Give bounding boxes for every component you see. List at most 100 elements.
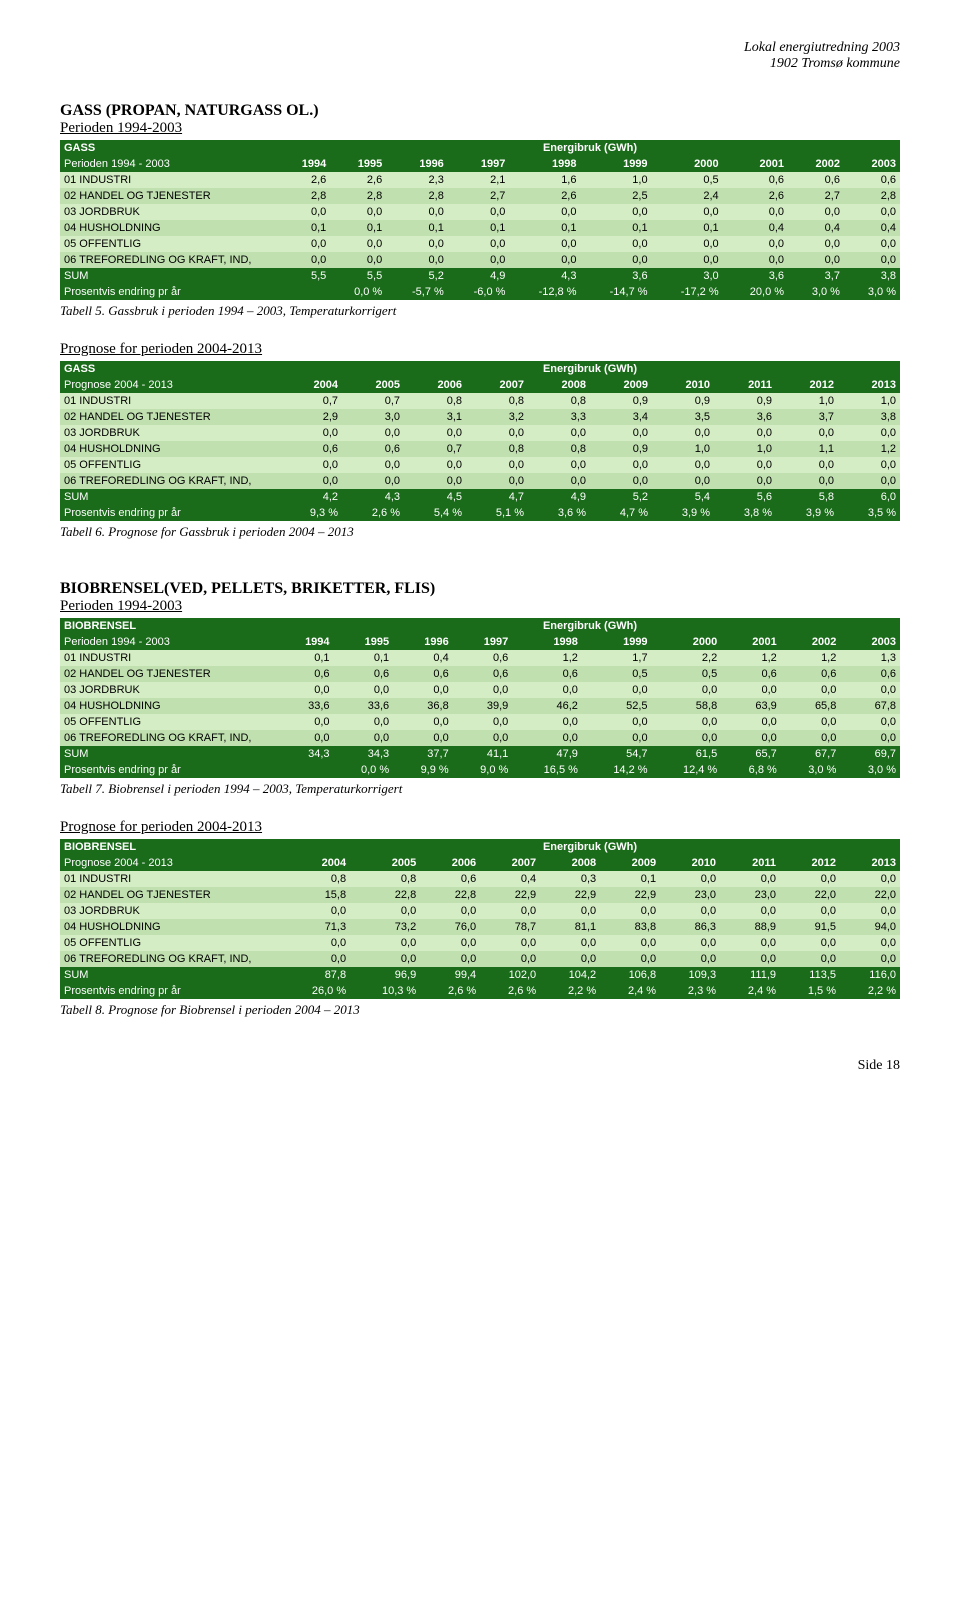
data-cell: 0,0: [509, 236, 580, 252]
data-cell: 0,0: [280, 951, 350, 967]
pct-cell: -6,0 %: [448, 284, 510, 300]
row-label: 05 OFFENTLIG: [60, 935, 280, 951]
data-cell: 0,0: [652, 204, 723, 220]
year-header: 2002: [781, 634, 841, 650]
data-cell: 52,5: [582, 698, 652, 714]
table-name-cell: GASS: [60, 140, 280, 156]
year-header: 1995: [330, 156, 386, 172]
pct-cell: 6,8 %: [721, 762, 781, 778]
data-cell: 0,5: [652, 666, 722, 682]
data-cell: 0,0: [334, 714, 394, 730]
data-cell: 0,0: [512, 682, 582, 698]
data-cell: 0,0: [512, 730, 582, 746]
year-header: 2006: [420, 855, 480, 871]
data-cell: 0,0: [600, 951, 660, 967]
data-cell: 86,3: [660, 919, 720, 935]
data-cell: 0,0: [448, 252, 510, 268]
year-header: 2012: [776, 377, 838, 393]
year-header: 2011: [720, 855, 780, 871]
data-cell: 15,8: [280, 887, 350, 903]
data-cell: 0,0: [280, 457, 342, 473]
pct-cell: 2,2 %: [540, 983, 600, 999]
pct-cell: 1,5 %: [780, 983, 840, 999]
year-header: 2013: [840, 855, 900, 871]
data-cell: 2,9: [280, 409, 342, 425]
row-label: 04 HUSHOLDNING: [60, 919, 280, 935]
row-label: 02 HANDEL OG TJENESTER: [60, 666, 280, 682]
sum-cell: 5,5: [330, 268, 386, 284]
data-cell: 0,0: [840, 682, 900, 698]
data-cell: 0,0: [453, 730, 513, 746]
data-cell: 58,8: [652, 698, 722, 714]
data-cell: 0,0: [720, 903, 780, 919]
data-cell: 0,9: [714, 393, 776, 409]
data-cell: 0,0: [776, 457, 838, 473]
sum-cell: 106,8: [600, 967, 660, 983]
data-cell: 0,0: [528, 425, 590, 441]
table-name-cell: GASS: [60, 361, 280, 377]
data-cell: 0,0: [714, 457, 776, 473]
table-name-cell: BIOBRENSEL: [60, 618, 280, 634]
data-cell: 0,0: [838, 457, 900, 473]
data-cell: 1,3: [840, 650, 900, 666]
sum-cell: 5,6: [714, 489, 776, 505]
data-cell: 0,0: [280, 473, 342, 489]
data-cell: 0,6: [453, 666, 513, 682]
data-cell: 0,0: [780, 935, 840, 951]
year-header: 2012: [780, 855, 840, 871]
sum-cell: 96,9: [350, 967, 420, 983]
data-cell: 0,0: [660, 935, 720, 951]
section-title-bio: BIOBRENSEL(VED, PELLETS, BRIKETTER, FLIS…: [60, 580, 900, 598]
data-cell: 0,0: [582, 714, 652, 730]
pct-cell: 3,9 %: [652, 505, 714, 521]
data-cell: 0,0: [840, 903, 900, 919]
row-label: 02 HANDEL OG TJENESTER: [60, 887, 280, 903]
header-line1: Lokal energiutredning 2003: [60, 40, 900, 56]
data-cell: 63,9: [721, 698, 781, 714]
year-header: 1997: [453, 634, 513, 650]
table-caption-7: Tabell 7. Biobrensel i perioden 1994 – 2…: [60, 781, 900, 797]
pct-cell: -12,8 %: [509, 284, 580, 300]
data-cell: 0,0: [480, 935, 540, 951]
data-cell: 0,0: [844, 204, 900, 220]
sum-cell: 65,7: [721, 746, 781, 762]
data-cell: 0,0: [660, 871, 720, 887]
data-cell: 0,0: [466, 425, 528, 441]
data-cell: 0,0: [350, 951, 420, 967]
data-cell: 0,6: [723, 172, 788, 188]
pct-cell: 5,4 %: [404, 505, 466, 521]
sum-cell: 3,8: [844, 268, 900, 284]
year-header: 2003: [844, 156, 900, 172]
data-cell: 0,0: [528, 457, 590, 473]
sum-cell: 5,5: [280, 268, 330, 284]
data-cell: 0,0: [723, 204, 788, 220]
data-cell: 0,0: [600, 935, 660, 951]
data-cell: 0,0: [652, 682, 722, 698]
data-cell: 3,5: [652, 409, 714, 425]
data-cell: 94,0: [840, 919, 900, 935]
data-cell: 0,0: [781, 730, 841, 746]
data-cell: 0,0: [840, 871, 900, 887]
data-cell: 0,0: [580, 204, 651, 220]
pct-cell: 2,6 %: [480, 983, 540, 999]
row-label: 03 JORDBRUK: [60, 903, 280, 919]
pct-cell: 9,9 %: [393, 762, 453, 778]
row-label: 02 HANDEL OG TJENESTER: [60, 409, 280, 425]
row-label: 04 HUSHOLDNING: [60, 698, 280, 714]
row-label: 02 HANDEL OG TJENESTER: [60, 188, 280, 204]
data-cell: 0,0: [660, 951, 720, 967]
data-cell: 0,0: [838, 473, 900, 489]
sum-label: SUM: [60, 746, 280, 762]
data-cell: 0,0: [420, 935, 480, 951]
data-cell: 0,0: [720, 951, 780, 967]
data-cell: 0,0: [721, 682, 781, 698]
data-cell: 0,0: [776, 425, 838, 441]
data-cell: 0,0: [393, 730, 453, 746]
sum-cell: 5,4: [652, 489, 714, 505]
data-cell: 0,0: [776, 473, 838, 489]
data-cell: 0,0: [540, 903, 600, 919]
year-header: 2007: [466, 377, 528, 393]
data-cell: 0,0: [350, 935, 420, 951]
pct-cell: 3,9 %: [776, 505, 838, 521]
data-cell: 0,0: [509, 204, 580, 220]
